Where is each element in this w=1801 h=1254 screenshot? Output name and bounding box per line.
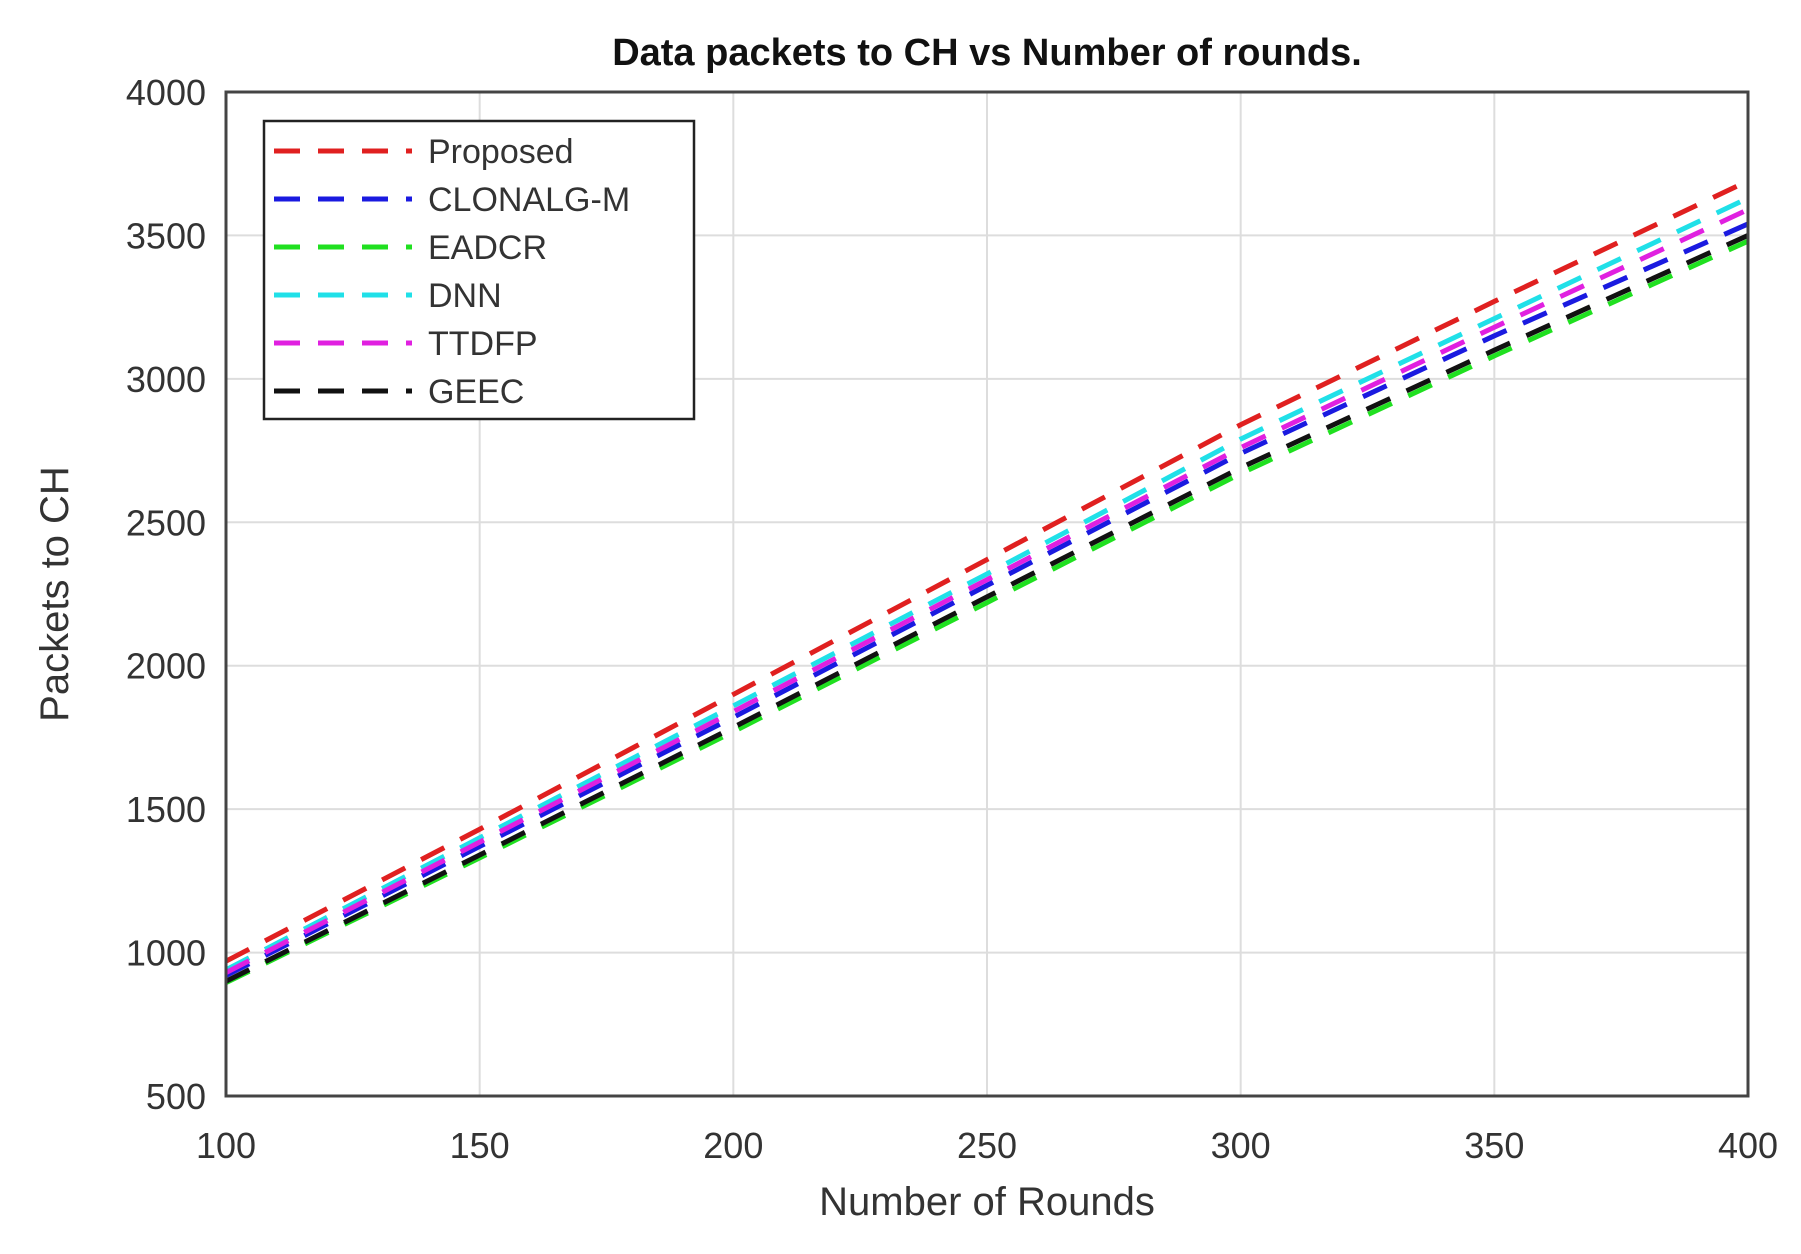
legend-label: DNN <box>428 277 502 315</box>
legend-box <box>262 119 696 421</box>
legend-label: TTDFP <box>428 325 538 363</box>
legend-label: EADCR <box>428 229 547 267</box>
x-tick-label: 150 <box>450 1125 510 1166</box>
series-line-geec <box>224 233 1750 984</box>
series-line-dnn <box>224 195 1750 973</box>
y-tick-label: 3500 <box>126 215 206 256</box>
x-tick-label: 400 <box>1718 1125 1778 1166</box>
axis-ticks: 100 150 200 250 300 350 400 500 1000 1500 2000 2500… <box>126 72 1778 1166</box>
y-tick-label: 2500 <box>126 502 206 543</box>
x-axis-label: Number of Rounds <box>819 1180 1155 1224</box>
series-lines <box>224 178 1750 985</box>
plot-frame <box>224 90 1750 1098</box>
grid <box>225 91 1749 1097</box>
series-line-proposed <box>224 178 1750 964</box>
legend: Proposed CLONALG-M EADCR DNN TTDFP GEEC <box>262 119 696 421</box>
y-tick-label: 4000 <box>126 72 206 113</box>
legend-label: GEEC <box>428 373 524 411</box>
x-tick-label: 350 <box>1464 1125 1524 1166</box>
chart-title: Data packets to CH vs Number of rounds. <box>612 32 1362 74</box>
y-tick-label: 1000 <box>126 933 206 974</box>
y-tick-label: 2000 <box>126 646 206 687</box>
legend-label: Proposed <box>428 133 574 171</box>
y-tick-label: 1500 <box>126 789 206 830</box>
y-tick-label: 500 <box>146 1076 206 1117</box>
x-tick-label: 250 <box>957 1125 1017 1166</box>
y-tick-label: 3000 <box>126 359 206 400</box>
x-tick-label: 200 <box>703 1125 763 1166</box>
series-line-eadcr <box>224 238 1750 985</box>
x-tick-label: 100 <box>196 1125 256 1166</box>
series-line-ttdfp <box>224 207 1750 975</box>
x-tick-label: 300 <box>1211 1125 1271 1166</box>
series-line-clonalg-m <box>224 221 1750 978</box>
legend-label: CLONALG-M <box>428 181 630 219</box>
y-axis-label: Packets to CH <box>33 466 77 722</box>
